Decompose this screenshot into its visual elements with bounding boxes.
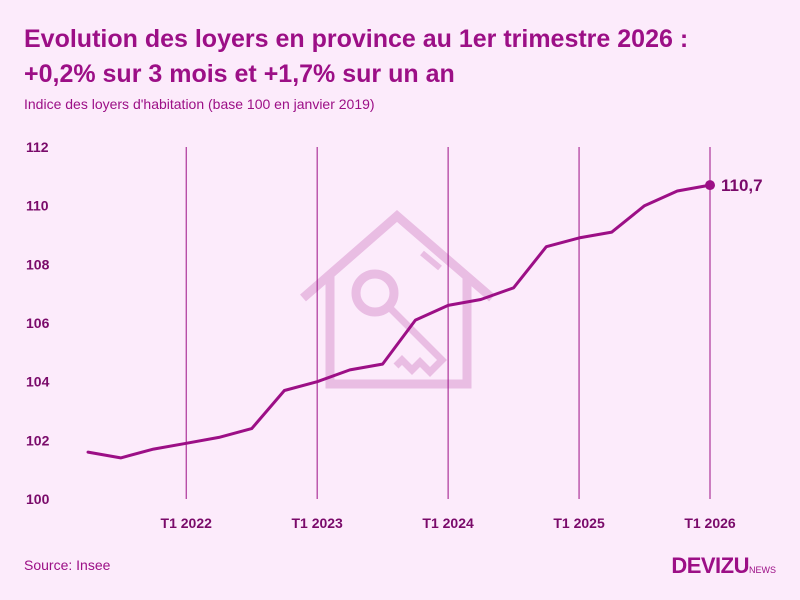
logo-main: DEVIZU <box>671 553 749 578</box>
y-tick-label: 100 <box>26 491 50 507</box>
y-tick-label: 104 <box>26 374 50 390</box>
end-point-marker <box>705 180 715 191</box>
series-line <box>86 183 712 460</box>
chart-subtitle: Indice des loyers d'habitation (base 100… <box>24 96 375 112</box>
y-tick-label: 112 <box>26 139 49 155</box>
y-tick-label: 106 <box>26 315 50 331</box>
brand-logo: DEVIZUNEWS <box>671 553 776 579</box>
y-tick-label: 108 <box>26 256 50 272</box>
logo-sub: NEWS <box>749 565 776 575</box>
x-tick-label: T1 2024 <box>422 515 474 531</box>
house-key-icon <box>300 210 495 389</box>
title-line-1: Evolution des loyers en province au 1er … <box>24 25 689 53</box>
x-tick-label: T1 2023 <box>291 515 343 531</box>
x-tick-label: T1 2025 <box>553 515 605 531</box>
end-value-label: 110,7 <box>721 176 763 195</box>
x-tick-label: T1 2026 <box>684 515 736 531</box>
title-line-2: +0,2% sur 3 mois et +1,7% sur un an <box>24 60 455 88</box>
source-note: Source: Insee <box>24 557 111 573</box>
x-tick-label: T1 2022 <box>161 515 213 531</box>
chart-title: Evolution des loyers en province au 1er … <box>24 22 784 92</box>
y-tick-label: 110 <box>26 198 49 214</box>
y-tick-label: 102 <box>26 432 50 448</box>
